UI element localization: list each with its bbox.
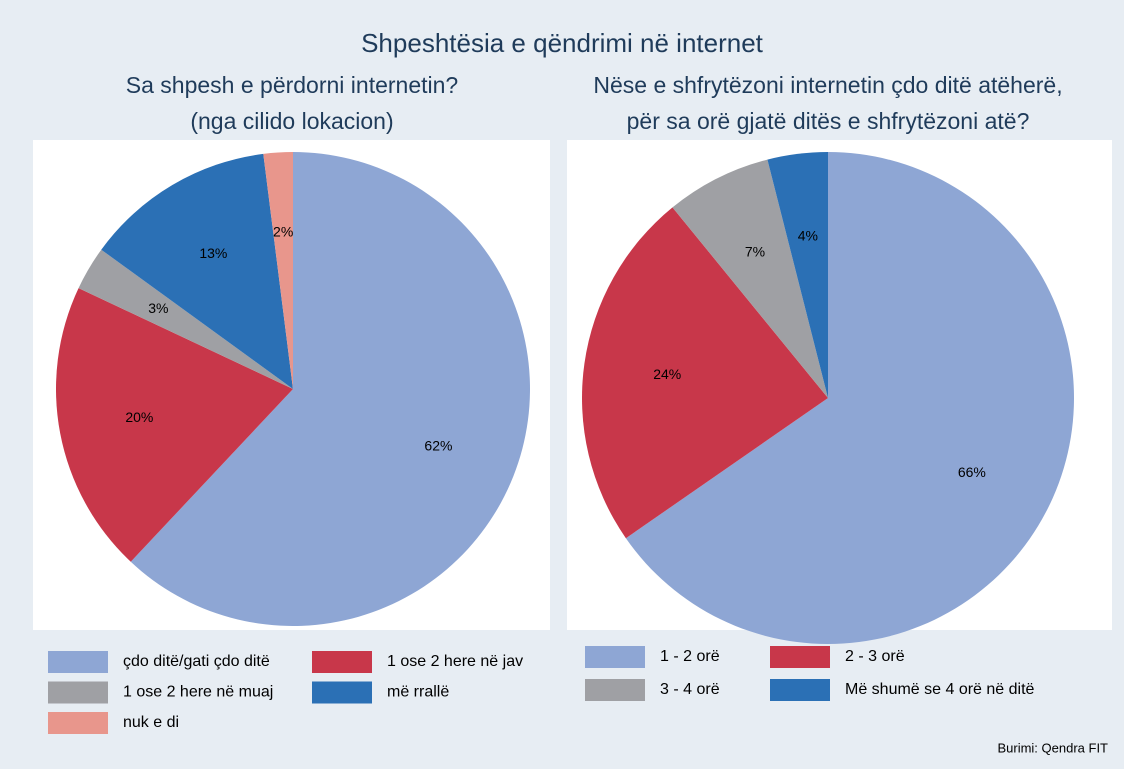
legend-swatch bbox=[585, 679, 645, 701]
data-label: 4% bbox=[798, 228, 818, 244]
source: Burimi: Qendra FIT bbox=[997, 740, 1108, 755]
legend-swatch bbox=[770, 679, 830, 701]
legend-swatch bbox=[312, 651, 372, 673]
data-label: 2% bbox=[273, 224, 293, 240]
legend-label: 2 - 3 orë bbox=[845, 648, 905, 665]
legend-label: nuk e di bbox=[123, 714, 179, 731]
pie-slice bbox=[130, 152, 531, 626]
pie-slice bbox=[625, 152, 1074, 644]
legend-label: më rrallë bbox=[387, 684, 449, 701]
legend-label: 1 ose 2 here në muaj bbox=[123, 684, 273, 701]
subplot-title: Sa shpesh e përdorni internetin? bbox=[126, 72, 458, 98]
subplot-title: Nëse e shfrytëzoni internetin çdo ditë a… bbox=[593, 72, 1062, 98]
legend-swatch bbox=[48, 651, 108, 673]
pie-slice bbox=[263, 152, 293, 389]
legend-swatch bbox=[770, 646, 830, 668]
legend-label: 3 - 4 orë bbox=[660, 681, 720, 698]
data-label: 7% bbox=[745, 244, 765, 260]
data-label: 3% bbox=[148, 300, 168, 316]
subplot-title: për sa orë gjatë ditës e shfrytëzoni atë… bbox=[627, 108, 1030, 134]
pie-slice bbox=[56, 288, 294, 562]
legend-swatch bbox=[48, 681, 108, 704]
subplot-title: (nga cilido lokacion) bbox=[190, 108, 393, 134]
pie-slice bbox=[767, 152, 828, 398]
data-label: 66% bbox=[958, 464, 986, 480]
data-label: 62% bbox=[424, 437, 452, 453]
legend-swatch bbox=[48, 712, 108, 734]
legend-label: 1 ose 2 here në jav bbox=[387, 653, 523, 670]
legend-label: 1 - 2 orë bbox=[660, 648, 720, 665]
pie-slice bbox=[101, 153, 293, 389]
pie-slice bbox=[78, 249, 293, 389]
data-label: 13% bbox=[199, 245, 227, 261]
pie-slice bbox=[582, 207, 828, 539]
data-label: 20% bbox=[125, 409, 153, 425]
data-label: 24% bbox=[653, 366, 681, 382]
chart-title: Shpeshtësia e qëndrimi në internet bbox=[361, 28, 764, 58]
legend-swatch bbox=[312, 681, 372, 704]
pie-slice bbox=[672, 159, 828, 398]
legend-label: çdo ditë/gati çdo ditë bbox=[123, 653, 270, 670]
legend-swatch bbox=[585, 646, 645, 668]
legend-label: Më shumë se 4 orë në ditë bbox=[845, 681, 1035, 698]
